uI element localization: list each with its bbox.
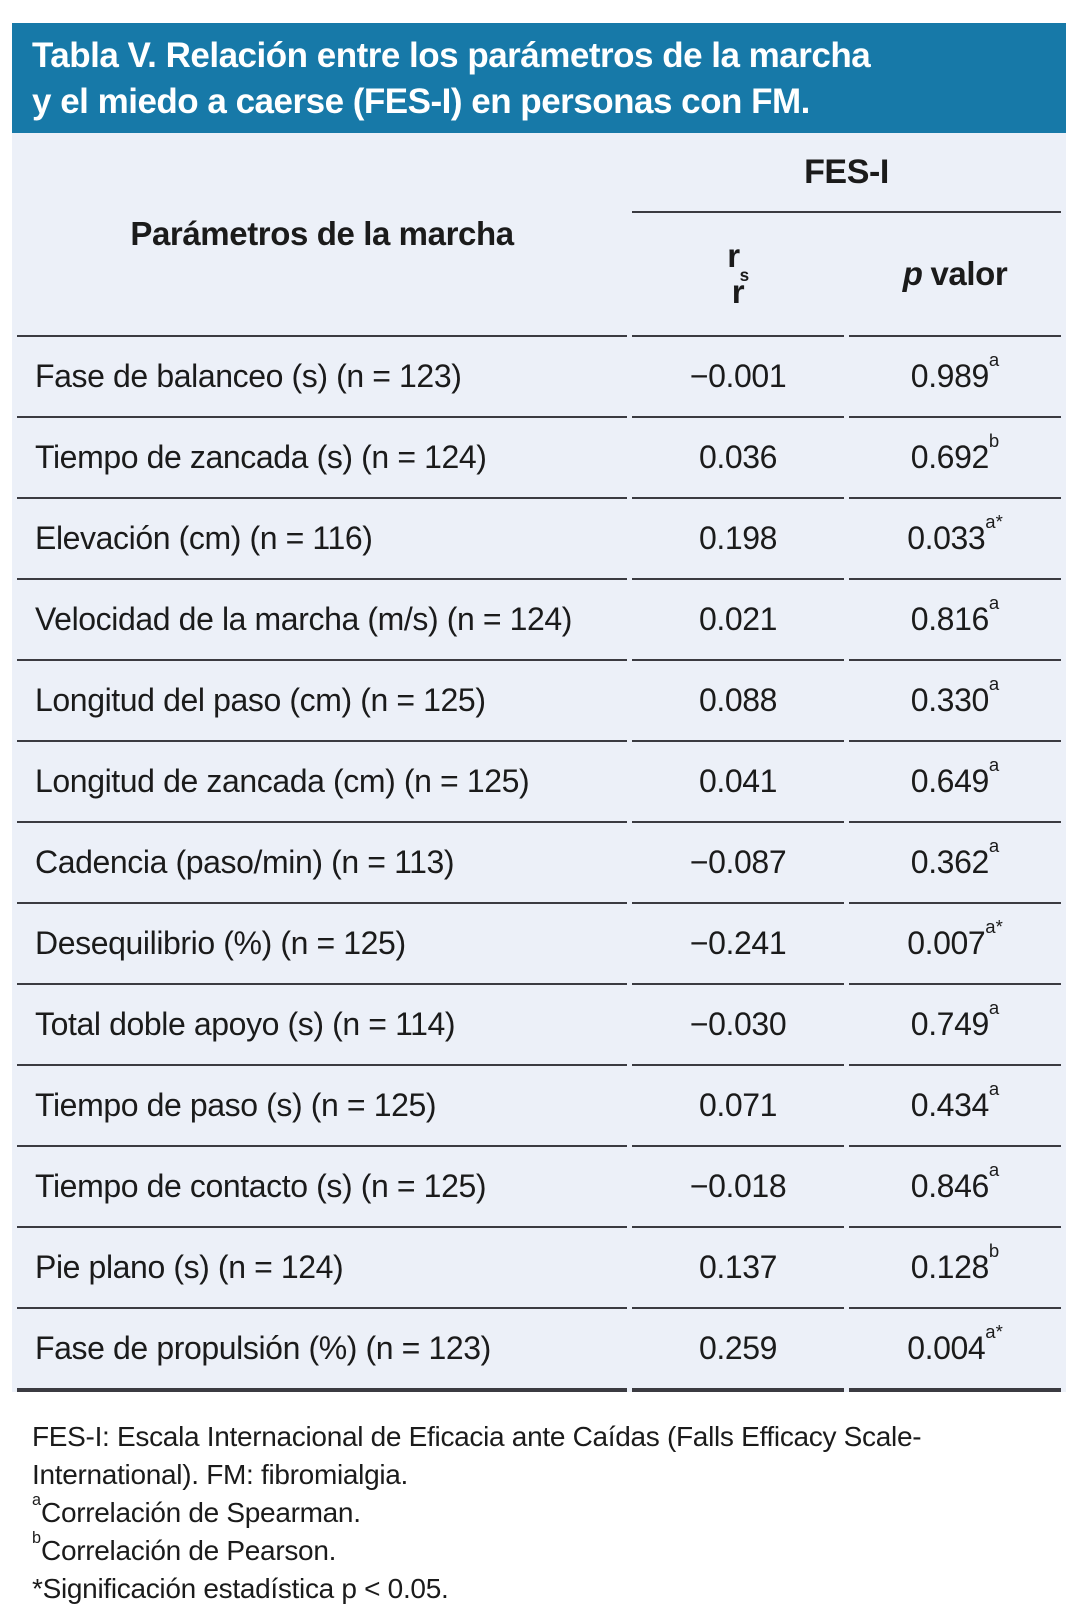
column-group-header-fes-i: FES-I (632, 133, 1061, 213)
p-value: 0.649a (849, 742, 1061, 823)
table-title-line-2: y el miedo a caerse (FES-I) en personas … (32, 82, 810, 121)
header-group-row: Parámetros de la marcha FES-I (17, 133, 1061, 337)
p-value-superscript: b (988, 430, 1000, 452)
table-row: Pie plano (s) (n = 124) 0.137 0.128b (17, 1228, 1061, 1309)
rs-r-value: −0.241 (632, 904, 845, 985)
rs-r-value: 0.036 (632, 418, 845, 499)
parameter-label: Tiempo de paso (s) (n = 125) (17, 1066, 628, 1147)
table-row: Desequilibrio (%) (n = 125) −0.241 0.007a* (17, 904, 1061, 985)
parameter-label: Tiempo de zancada (s) (n = 124) (17, 418, 628, 499)
p-value-superscript: a* (985, 916, 1003, 938)
parameter-label: Longitud del paso (cm) (n = 125) (17, 661, 628, 742)
table-row: Tiempo de contacto (s) (n = 125) −0.018 0.… (17, 1147, 1061, 1228)
p-value: 0.330a (849, 661, 1061, 742)
p-value-superscript: a* (985, 1321, 1003, 1343)
table-row: Tiempo de zancada (s) (n = 124) 0.036 0.69… (17, 418, 1061, 499)
gait-parameters-table: Parámetros de la marcha FES-I rs r p valo… (12, 133, 1066, 1392)
table-title-bar: Tabla V. Relación entre los parámetros d… (12, 23, 1066, 133)
rs-r-value: 0.137 (632, 1228, 845, 1309)
p-value-superscript: a (988, 997, 1000, 1019)
parameter-label: Cadencia (paso/min) (n = 113) (17, 823, 628, 904)
rs-symbol: rs (727, 237, 749, 285)
p-value-superscript: a (988, 1078, 1000, 1100)
table-row: Total doble apoyo (s) (n = 114) −0.030 0.7… (17, 985, 1061, 1066)
rs-r-value: 0.021 (632, 580, 845, 661)
p-symbol: p (902, 255, 923, 292)
p-valor-label: valor (930, 255, 1008, 292)
parameter-label: Tiempo de contacto (s) (n = 125) (17, 1147, 628, 1228)
footnote-line: FES-I: Escala Internacional de Eficacia … (32, 1421, 922, 1452)
p-value: 0.816a (849, 580, 1061, 661)
table-row: Velocidad de la marcha (m/s) (n = 124) 0.… (17, 580, 1061, 661)
table-row: Elevación (cm) (n = 116) 0.198 0.033a* (17, 499, 1061, 580)
table-row: Longitud del paso (cm) (n = 125) 0.088 0.3… (17, 661, 1061, 742)
p-value: 0.434a (849, 1066, 1061, 1147)
p-value-superscript: a* (985, 511, 1003, 533)
p-value-superscript: a (988, 835, 1000, 857)
column-header-p-valor: p valor (849, 213, 1061, 337)
p-value-superscript: a (988, 592, 1000, 614)
p-value-superscript: a (988, 673, 1000, 695)
r-symbol: r (731, 273, 745, 310)
rs-r-value: −0.087 (632, 823, 845, 904)
p-value: 0.362a (849, 823, 1061, 904)
table-title-line-1: Tabla V. Relación entre los parámetros d… (32, 36, 871, 75)
footnote-superscript: a (32, 1491, 42, 1510)
parameter-label: Fase de balanceo (s) (n = 123) (17, 337, 628, 418)
rs-r-value: 0.041 (632, 742, 845, 823)
parameter-label: Desequilibrio (%) (n = 125) (17, 904, 628, 985)
rs-r-value: 0.071 (632, 1066, 845, 1147)
rs-r-value: 0.259 (632, 1309, 845, 1392)
footnote-superscript: b (32, 1529, 42, 1548)
table-row: Cadencia (paso/min) (n = 113) −0.087 0.362… (17, 823, 1061, 904)
table-row: Fase de balanceo (s) (n = 123) −0.001 0.98… (17, 337, 1061, 418)
table-row: Tiempo de paso (s) (n = 125) 0.071 0.434a (17, 1066, 1061, 1147)
p-value-superscript: b (988, 1240, 1000, 1262)
rs-r-value: 0.088 (632, 661, 845, 742)
p-value: 0.033a* (849, 499, 1061, 580)
p-value-superscript: a (988, 754, 1000, 776)
p-value: 0.749a (849, 985, 1061, 1066)
rs-r-value: −0.018 (632, 1147, 845, 1228)
p-value: 0.846a (849, 1147, 1061, 1228)
p-value-superscript: a (988, 1159, 1000, 1181)
rs-r-value: −0.001 (632, 337, 845, 418)
p-value: 0.989a (849, 337, 1061, 418)
footnote-line: aCorrelación de Spearman. (32, 1491, 361, 1528)
rs-r-value: 0.198 (632, 499, 845, 580)
table-row: Fase de propulsión (%) (n = 123) 0.259 0.0… (17, 1309, 1061, 1392)
parameter-label: Longitud de zancada (cm) (n = 125) (17, 742, 628, 823)
parameter-label: Fase de propulsión (%) (n = 123) (17, 1309, 628, 1392)
footnotes: FES-I: Escala Internacional de Eficacia … (12, 1392, 1066, 1608)
parameter-label: Elevación (cm) (n = 116) (17, 499, 628, 580)
p-value: 0.692b (849, 418, 1061, 499)
parameter-label: Velocidad de la marcha (m/s) (n = 124) (17, 580, 628, 661)
footnote-line: *Significación estadística p < 0.05. (32, 1573, 449, 1604)
rs-r-value: −0.030 (632, 985, 845, 1066)
parameter-label: Pie plano (s) (n = 124) (17, 1228, 628, 1309)
p-value: 0.007a* (849, 904, 1061, 985)
footnote-line: International). FM: fibromialgia. (32, 1459, 409, 1490)
p-value: 0.004a* (849, 1309, 1061, 1392)
p-value-superscript: a (988, 349, 1000, 371)
parameter-label: Total doble apoyo (s) (n = 114) (17, 985, 628, 1066)
column-header-rs-r: rs r (632, 213, 845, 337)
p-value: 0.128b (849, 1228, 1061, 1309)
footnote-line: bCorrelación de Pearson. (32, 1529, 337, 1566)
column-header-parametros: Parámetros de la marcha (17, 133, 628, 337)
header-sub-row: rs r p valor (17, 213, 1061, 337)
table-row: Longitud de zancada (cm) (n = 125) 0.041 0… (17, 742, 1061, 823)
